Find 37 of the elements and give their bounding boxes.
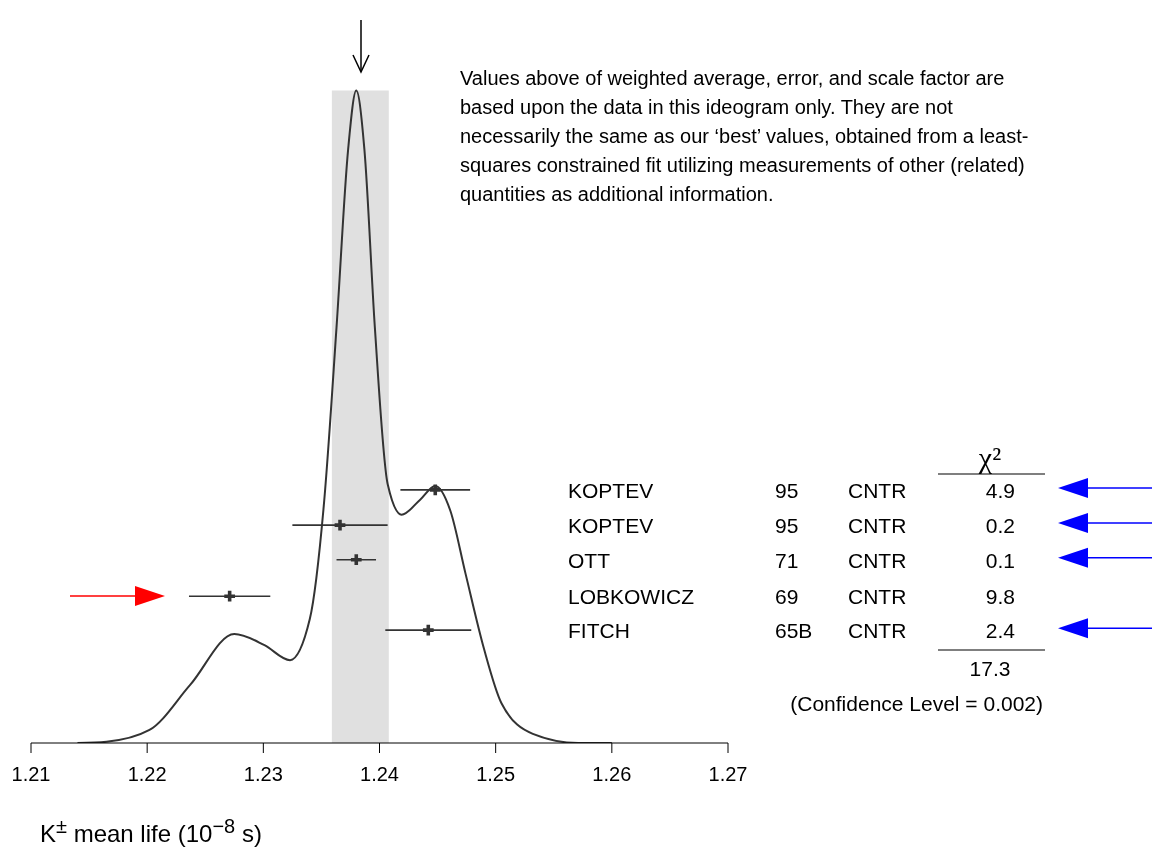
text: CNTR [848,514,907,538]
x-tick-label: 1.23 [243,763,283,786]
x-tick-label: 1.25 [476,763,516,786]
x-tick-label: 1.22 [127,763,167,786]
annotation: KOPTEV [568,514,654,538]
text: 4.9 [985,478,1015,502]
text: 2.4 [985,619,1016,643]
x-tick-label: 1.24 [360,763,399,786]
text: CNTR [848,548,907,572]
text: CNTR [848,585,907,609]
text: 65B [775,619,813,643]
x-axis-title: K$^{±}$ mean life (10$^{−8}$ s) [40,815,262,848]
point [422,624,434,636]
text: χ² [977,441,1002,474]
text: 0.2 [985,514,1015,538]
point [350,554,362,566]
text: 0.1 [985,548,1015,572]
point [334,519,346,531]
text: 95 [775,514,799,538]
x-tick-label: 1.21 [11,763,51,786]
text: 95 [775,478,799,502]
text: 9.8 [985,585,1015,609]
text: CNTR [848,619,907,643]
text: 71 [775,548,799,572]
x-tick-label: 1.26 [592,763,632,786]
annotation: KOPTEV [568,478,654,502]
text: 69 [775,585,799,609]
text: 17.3 [969,657,1011,680]
x-tick-label: 1.27 [708,763,748,786]
text: (Confidence Level = 0.002) [790,692,1043,715]
text: CNTR [848,478,907,502]
annotation: Values above of weighted average, error, and scale factor are based upon the data in this ideogram only. They are not necessarily the same as our ‘best’ values, obtained from a least-squares constrained fit utilizing measurements of other (related) quantities as additional information. [460,66,1030,207]
annotation: LOBKOWICZ [568,585,695,609]
point [224,590,236,602]
annotation: FITCH [568,619,630,643]
annotation: OTT [568,548,611,572]
point [429,484,441,496]
